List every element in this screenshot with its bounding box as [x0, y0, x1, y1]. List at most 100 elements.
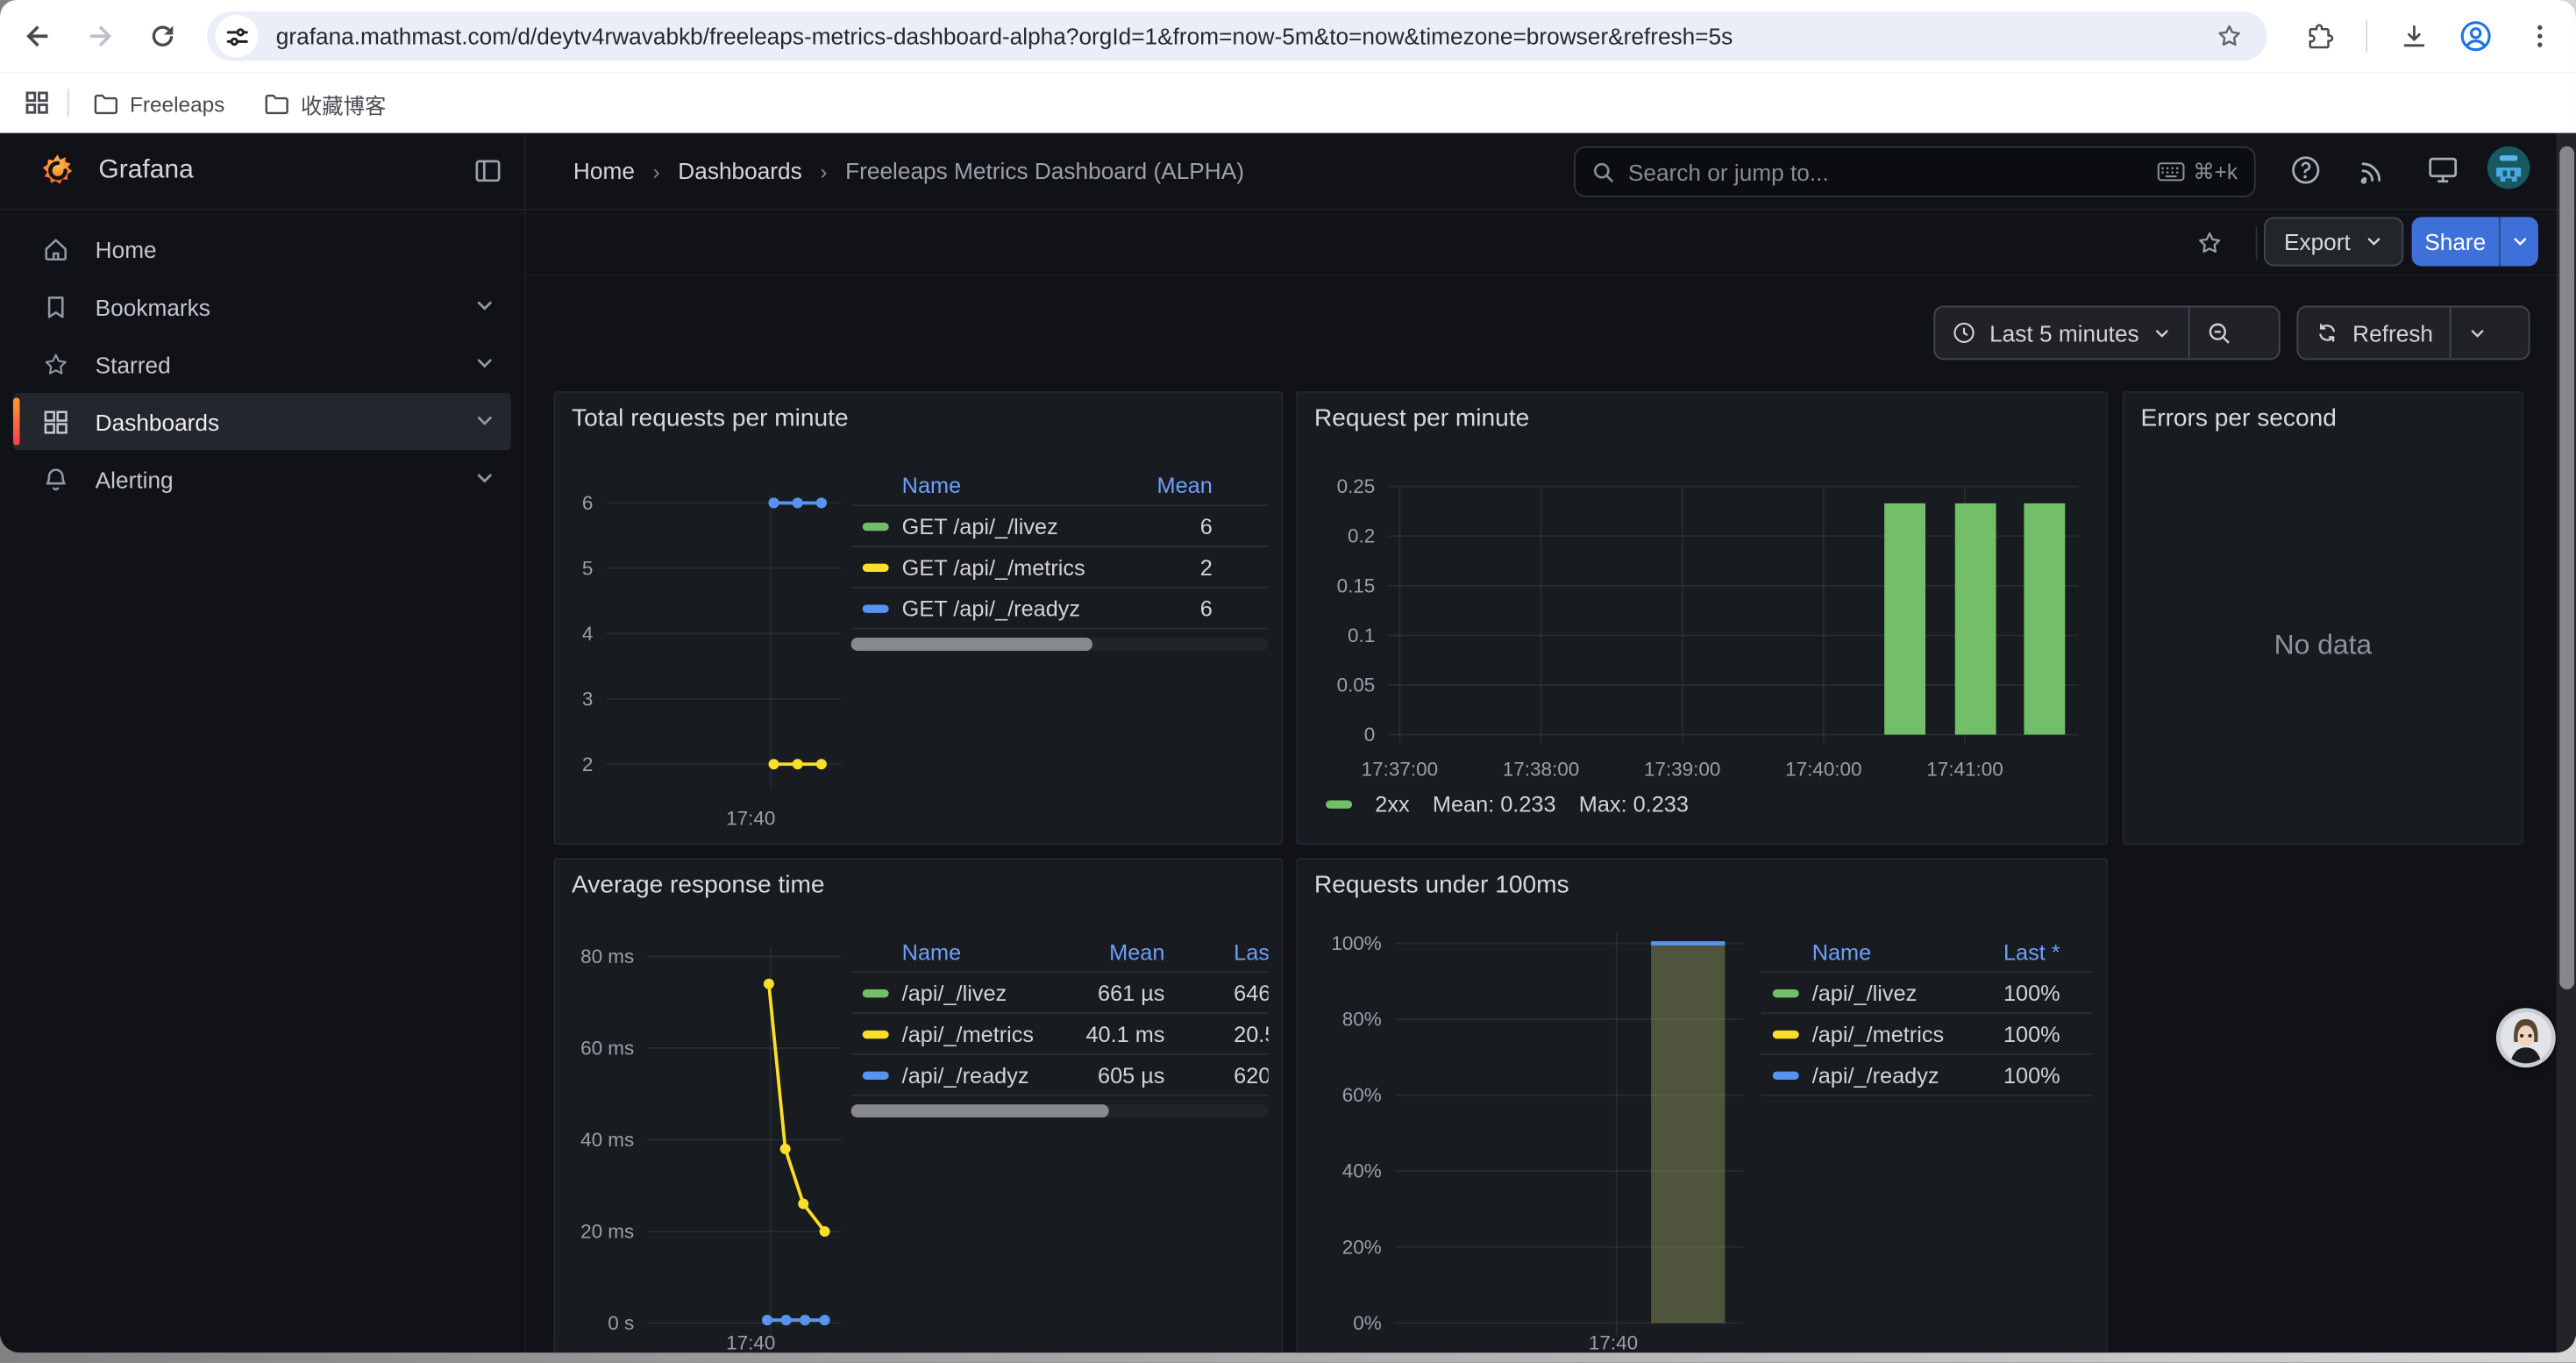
sidebar-item-alerting[interactable]: Alerting [13, 450, 511, 508]
refresh-interval-button[interactable] [2451, 307, 2504, 358]
share-button[interactable]: Share [2411, 217, 2538, 267]
series-color-pill [862, 988, 889, 997]
svg-text:100%: 100% [1331, 932, 1381, 954]
svg-text:17:40: 17:40 [726, 808, 775, 830]
panel-request-per-minute: Request per minute 0.25 0.2 0.15 0.1 0.05 0 17… [1296, 390, 2110, 846]
profile-icon [2460, 21, 2491, 52]
export-label: Export [2283, 228, 2351, 255]
panel-title[interactable]: Total requests per minute [572, 403, 849, 432]
favorite-dashboard-button[interactable] [2195, 228, 2224, 266]
search-box[interactable]: ⌘+k [1574, 146, 2256, 197]
keyboard-icon [2157, 162, 2185, 182]
panel-title[interactable]: Errors per second [2140, 403, 2337, 432]
user-avatar-button[interactable] [2487, 146, 2530, 189]
panel-errors-per-second: Errors per second No data [2122, 390, 2524, 846]
series-color-pill [1772, 988, 1799, 997]
profile-button[interactable] [2458, 18, 2494, 54]
breadcrumb-separator: › [820, 158, 828, 183]
sidebar-item-home[interactable]: Home [13, 220, 511, 278]
refresh-button[interactable]: Refresh [2298, 307, 2449, 358]
legend-row[interactable]: GET /api/_/livez 6 [850, 506, 1269, 547]
series-color-pill [862, 604, 889, 612]
sidebar-item-dashboards[interactable]: Dashboards [12, 392, 511, 451]
chevron-down-icon [2367, 238, 2380, 246]
extensions-button[interactable] [2302, 18, 2338, 54]
svg-text:80 ms: 80 ms [580, 946, 634, 967]
svg-text:4: 4 [582, 623, 594, 645]
apps-shortcut-button[interactable] [18, 84, 54, 120]
dashboard-content: Export Share [525, 211, 2576, 1353]
home-icon [45, 238, 67, 260]
bookmarks-bar: Freeleaps 收藏博客 [0, 72, 2576, 133]
legend-row[interactable]: /api/_/readyz 100% [1761, 1055, 2094, 1096]
group-divider [2449, 307, 2451, 359]
search-input[interactable] [1627, 158, 2145, 185]
url-bar[interactable]: grafana.mathmast.com/d/deytv4rwavabkb/fr… [207, 11, 2267, 61]
sidebar-item-bookmarks[interactable]: Bookmarks [13, 278, 511, 336]
legend-scrollbar[interactable] [850, 1104, 1269, 1118]
svg-text:17:37:00: 17:37:00 [1362, 758, 1438, 780]
chevron-down-icon [2156, 329, 2168, 337]
legend-line[interactable]: 2xx Mean: 0.233 Max: 0.233 [1326, 792, 1689, 817]
chevron-down-icon [2471, 329, 2484, 337]
svg-text:0.1: 0.1 [1348, 624, 1375, 646]
bookmark-folder-label: Freeleaps [130, 90, 225, 117]
panel-requests-under-100ms: Requests under 100ms 100% 80% 60% 40% 20% 0% 1… [1296, 858, 2108, 1353]
share-label: Share [2424, 228, 2487, 255]
legend-scrollbar[interactable] [850, 638, 1269, 651]
panel-title[interactable]: Request per minute [1313, 403, 1530, 432]
help-button[interactable] [2290, 154, 2322, 194]
chevron-down-icon [477, 359, 492, 368]
panel-title[interactable]: Average response time [572, 871, 825, 899]
site-info-button[interactable] [215, 14, 259, 58]
display-button[interactable] [2426, 154, 2459, 194]
svg-text:3: 3 [582, 688, 594, 710]
news-button[interactable] [2358, 154, 2389, 194]
time-range-picker[interactable]: Last 5 minutes [1935, 307, 2188, 358]
cartoon-avatar-icon [2495, 1008, 2556, 1068]
sidebar-toggle-button[interactable] [473, 156, 503, 194]
star-icon [45, 353, 67, 374]
breadcrumb-dashboards[interactable]: Dashboards [678, 157, 802, 184]
panel-title[interactable]: Requests under 100ms [1313, 871, 1569, 899]
browser-menu-button[interactable] [2522, 18, 2558, 54]
tune-icon [225, 27, 247, 46]
request-per-minute-chart: 0.25 0.2 0.15 0.1 0.05 0 17:37:00 17:38:00 17:39… [1298, 393, 2110, 792]
panel-left-icon [475, 160, 501, 182]
legend-row[interactable]: /api/_/livez 100% [1761, 973, 2094, 1015]
reload-button[interactable] [145, 18, 181, 54]
svg-text:0.15: 0.15 [1337, 574, 1376, 596]
bookmark-folder-freeleaps[interactable]: Freeleaps [92, 84, 224, 124]
rss-icon [2360, 162, 2381, 184]
downloads-button[interactable] [2395, 18, 2431, 54]
series-color-pill [862, 1071, 889, 1080]
grafana-logo[interactable] [38, 151, 77, 198]
dashboard-controls-row: Export Share [525, 211, 2576, 276]
svg-text:0: 0 [1364, 724, 1376, 746]
legend-row[interactable]: GET /api/_/metrics 2 [850, 547, 1269, 589]
legend-row[interactable]: /api/_/metrics 100% [1761, 1014, 2094, 1055]
export-button[interactable]: Export [2263, 217, 2404, 267]
sidebar-item-starred[interactable]: Starred [13, 335, 511, 393]
zoom-out-icon [2209, 322, 2230, 343]
bookmark-page-button[interactable] [2215, 21, 2245, 59]
svg-text:17:41:00: 17:41:00 [1926, 758, 2003, 780]
series-label: 2xx [1375, 792, 1410, 817]
forward-button[interactable] [82, 18, 118, 54]
scrollbar-thumb[interactable] [2558, 146, 2574, 989]
svg-text:6: 6 [582, 492, 594, 514]
url-text[interactable]: grafana.mathmast.com/d/deytv4rwavabkb/fr… [275, 23, 1733, 50]
share-menu-button[interactable] [2498, 217, 2538, 267]
legend-row[interactable]: GET /api/_/readyz 6 [850, 589, 1269, 630]
zoom-out-time-button[interactable] [2190, 307, 2249, 358]
floating-assistant-avatar[interactable] [2495, 1008, 2556, 1068]
back-button[interactable] [19, 18, 55, 54]
page-scrollbar[interactable] [2556, 132, 2576, 1353]
chevron-down-icon [2513, 238, 2526, 246]
breadcrumb-home[interactable]: Home [573, 157, 635, 184]
series-color-pill [1772, 1030, 1799, 1038]
bookmark-folder-blogs[interactable]: 收藏博客 [263, 84, 386, 124]
